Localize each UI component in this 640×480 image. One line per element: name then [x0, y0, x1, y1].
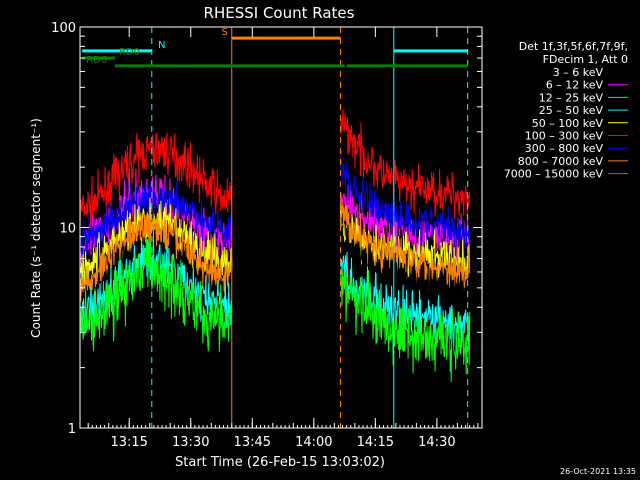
legend-header-line-2: FDecim 1, Att 0	[543, 53, 628, 66]
x-tick-label: 13:30	[172, 435, 209, 450]
legend-label-2: 6 – 12 keV	[546, 79, 604, 92]
axes: 1 10 100 13:15 13:30 13:45 14:00 14:15 14:30	[51, 21, 482, 450]
series-8	[79, 236, 471, 383]
series-trace-1-2	[340, 108, 471, 219]
series-trace-5-1	[79, 211, 233, 304]
x-tick-label: 14:00	[295, 435, 332, 450]
series-1	[79, 108, 471, 229]
series-trace-8-1	[79, 236, 233, 353]
legend-label-4: 25 – 50 keV	[539, 104, 604, 117]
legend-label-9: 7000 – 15000 keV	[504, 168, 604, 181]
plot-area: N S RD0 RD6	[79, 27, 471, 428]
chart-title: RHESSI Count Rates	[204, 4, 355, 22]
legend-label-5: 50 – 100 keV	[532, 117, 604, 130]
state-bar-label-s: S	[222, 27, 228, 38]
y-axis-label: Count Rate (s⁻¹ detector segment⁻¹)	[29, 118, 43, 338]
legend: Det 1f,3f,5f,6f,7f,9f, FDecim 1, Att 0 3…	[504, 40, 628, 181]
state-bar-label-rd6: RD6	[86, 55, 107, 66]
x-axis-label: Start Time (26-Feb-15 13:03:02)	[175, 455, 385, 470]
y-tick-label: 100	[51, 21, 76, 36]
legend-header-line-1: Det 1f,3f,5f,6f,7f,9f,	[519, 40, 628, 53]
y-tick-label: 1	[68, 422, 76, 437]
x-tick-label: 14:15	[357, 435, 394, 450]
x-tick-label: 13:15	[110, 435, 147, 450]
series-trace-3-2	[340, 150, 471, 253]
series-trace-5-2	[340, 197, 471, 292]
x-tick-label: 14:30	[418, 435, 455, 450]
x-tick-label: 13:45	[234, 435, 271, 450]
legend-label-6: 100 – 300 keV	[525, 130, 604, 143]
y-tick-label: 10	[59, 222, 76, 237]
legend-label-8: 800 – 7000 keV	[518, 155, 604, 168]
series-trace-6-2	[340, 224, 471, 316]
legend-label-1: 3 – 6 keV	[553, 66, 604, 79]
series-trace-2-1	[79, 168, 233, 265]
legend-label-7: 300 – 800 keV	[525, 142, 604, 155]
series-3	[79, 150, 471, 257]
state-bar-label-n: N	[158, 40, 165, 51]
legend-label-3: 12 – 25 keV	[539, 91, 604, 104]
series-trace-8-2	[340, 266, 471, 383]
state-bar-label-rd0: RD0	[119, 47, 140, 58]
series-5	[79, 197, 471, 304]
footer-date: 26-Oct-2021 13:35	[560, 467, 636, 476]
series-trace-1-1	[79, 131, 233, 229]
series-trace-3-1	[79, 181, 233, 257]
